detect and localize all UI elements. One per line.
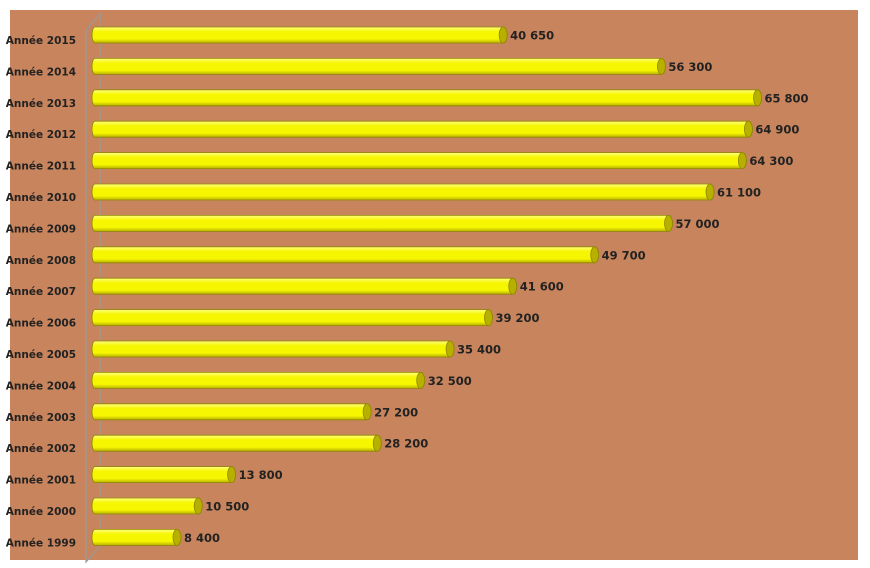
category-label: Année 2008	[6, 255, 76, 267]
bar-body	[91, 529, 182, 546]
category-label: Année 2002	[6, 443, 76, 455]
bar-end-cap	[508, 277, 518, 295]
bar-end-cap	[744, 120, 753, 138]
bar-end-cap	[416, 371, 426, 389]
bar-body	[91, 89, 762, 107]
bar-body	[91, 152, 747, 169]
bar-value-label: 64 300	[749, 154, 793, 168]
bar-année-2007	[91, 277, 518, 295]
bar-end-cap	[227, 466, 236, 484]
category-label: Année 2015	[6, 35, 76, 47]
bar-année-2000	[91, 497, 203, 515]
category-label: Année 2006	[6, 318, 76, 330]
bar-value-label: 32 500	[428, 374, 472, 388]
category-label: Année 2005	[6, 349, 76, 361]
bar-value-label: 13 800	[239, 468, 283, 482]
bar-value-label: 27 200	[374, 405, 418, 419]
bar-value-label: 57 000	[676, 217, 720, 231]
bar-body	[91, 372, 426, 389]
bar-année-2012	[91, 120, 753, 138]
bar-année-2011	[91, 152, 747, 170]
category-label: Année 2011	[6, 161, 76, 173]
bar-value-label: 64 900	[755, 123, 799, 137]
bar-année-2003	[91, 403, 372, 421]
category-label: Année 2014	[6, 66, 76, 78]
bar-body	[91, 26, 508, 44]
bar-end-cap	[498, 26, 508, 44]
bar-année-2010	[91, 183, 715, 201]
category-label: Année 2007	[6, 286, 76, 298]
bar-end-cap	[484, 309, 493, 327]
bar-body	[91, 58, 666, 75]
bar-année-2005	[91, 340, 455, 358]
bar-value-label: 40 650	[510, 29, 554, 43]
bar-value-label: 10 500	[205, 500, 249, 514]
bar-end-cap	[657, 58, 666, 75]
bar-body	[91, 246, 600, 264]
bar-body	[91, 466, 236, 483]
bar-end-cap	[362, 403, 372, 421]
bar-année-1999	[91, 529, 182, 546]
bar-value-label: 28 200	[384, 437, 428, 451]
category-label: Année 2003	[6, 412, 76, 424]
bar-end-cap	[193, 497, 203, 515]
bar-value-label: 8 400	[184, 531, 220, 545]
bar-end-cap	[372, 434, 382, 452]
category-label: Année 2013	[6, 98, 76, 110]
bar-end-cap	[664, 214, 673, 232]
category-label: Année 2000	[6, 506, 76, 518]
bar-année-2014	[91, 58, 666, 75]
bar-value-label: 49 700	[602, 248, 646, 262]
category-label: Année 2004	[6, 380, 76, 392]
category-label: Année 1999	[6, 537, 76, 549]
bar-end-cap	[445, 340, 455, 358]
y-axis	[85, 12, 101, 564]
bar-end-cap	[737, 152, 747, 170]
bar-année-2002	[91, 434, 382, 452]
bar-body	[91, 340, 455, 358]
bar-année-2004	[91, 371, 426, 389]
bar-année-2009	[91, 214, 673, 232]
bar-body	[91, 120, 753, 138]
bar-value-label: 56 300	[668, 60, 712, 74]
category-label: Année 2001	[6, 475, 76, 487]
bar-année-2013	[91, 89, 762, 107]
bar-année-2006	[91, 309, 493, 327]
bar-body	[91, 403, 372, 421]
bar-année-2008	[91, 246, 600, 264]
bar-body	[91, 215, 673, 232]
bar-body	[91, 434, 382, 452]
category-label: Année 2012	[6, 129, 76, 141]
bar-body	[91, 277, 518, 295]
category-label: Année 2010	[6, 192, 76, 204]
bar-année-2001	[91, 466, 236, 484]
bar-value-label: 41 600	[520, 280, 564, 294]
bar-body	[91, 497, 203, 515]
bar-année-2015	[91, 26, 508, 44]
bar-body	[91, 183, 715, 201]
bar-value-label: 65 800	[765, 91, 809, 105]
bar-body	[91, 309, 493, 326]
bar-end-cap	[172, 529, 182, 546]
bar-end-cap	[705, 183, 715, 201]
bar-value-label: 35 400	[457, 343, 501, 357]
bar-value-label: 39 200	[495, 311, 539, 325]
category-label: Année 2009	[6, 223, 76, 235]
bar-value-label: 61 100	[717, 186, 761, 200]
bar-end-cap	[590, 246, 600, 264]
bar-end-cap	[753, 89, 762, 107]
